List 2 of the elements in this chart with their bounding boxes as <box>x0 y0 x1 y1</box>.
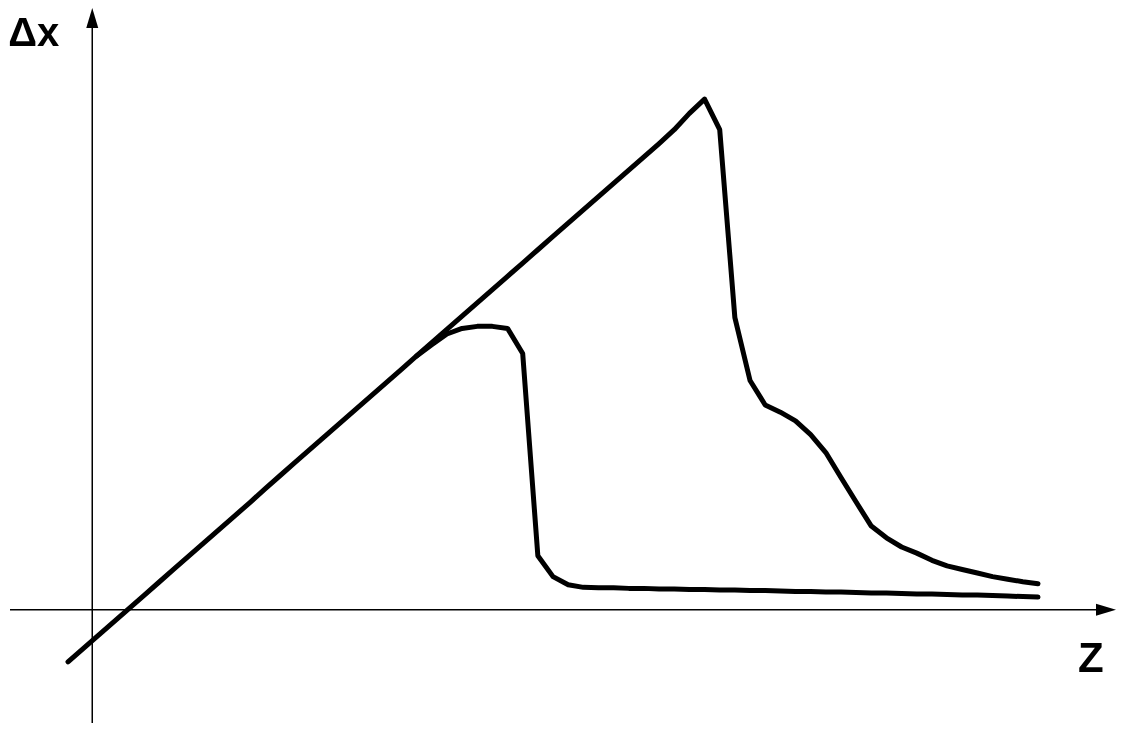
y-axis-title: Δx <box>8 10 60 55</box>
x-axis-title: Z <box>1078 633 1104 682</box>
